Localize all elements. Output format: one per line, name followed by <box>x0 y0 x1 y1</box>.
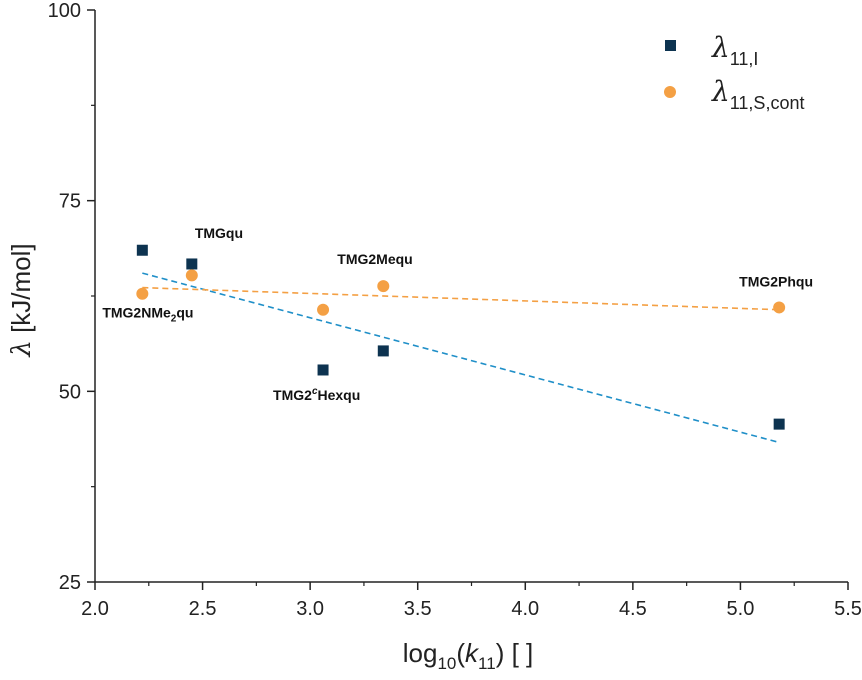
fit-lines <box>142 272 780 444</box>
point-label-text: TMG2NMe <box>102 305 171 321</box>
x-tick-label: 4.0 <box>511 598 539 620</box>
x-tick-label: 5.0 <box>727 598 755 620</box>
data-point-square <box>186 258 198 270</box>
y-tick-label: 100 <box>48 0 81 22</box>
y-tick-label: 25 <box>59 572 81 594</box>
x-axis-ticks: 2.0 2.5 3.0 3.5 4.0 4.5 5.0 5.5 <box>81 582 862 620</box>
data-point-circle <box>773 301 786 314</box>
data-point-circle <box>317 303 330 316</box>
y-tick-label: 50 <box>59 381 81 403</box>
fit-line-series-0 <box>142 272 780 444</box>
legend-symbol: λ <box>711 31 730 64</box>
point-label: TMG2Mequ <box>337 251 412 267</box>
point-label-text: TMGqu <box>195 225 243 241</box>
data-point-square <box>377 345 389 357</box>
point-label-text: TMG2 <box>273 387 312 403</box>
y-tick-label: 75 <box>59 191 81 213</box>
x-tick-label: 2.5 <box>189 598 217 620</box>
x-tick-label: 4.5 <box>619 598 647 620</box>
y-axis-title: λ [kJ/mol] <box>6 243 37 357</box>
data-markers <box>136 244 786 430</box>
point-label: TMG2Phqu <box>739 273 813 289</box>
legend-subscript: 11,I <box>730 49 759 69</box>
point-label: TMG2NMe2qu <box>102 305 193 325</box>
point-label-text: Hexqu <box>318 387 361 403</box>
data-point-circle <box>185 269 198 282</box>
legend-label-lambda-11-I: λ11,I <box>711 31 758 69</box>
point-label-subscript: 2 <box>171 314 177 325</box>
x-tick-label: 2.0 <box>81 598 109 620</box>
data-point-square <box>773 418 785 430</box>
x-tick-label: 3.0 <box>296 598 324 620</box>
point-label-text: TMG2Mequ <box>337 251 412 267</box>
point-annotations: TMGqu TMG2NMe2qu TMG2Mequ TMG2cHexqu TMG2Phq… <box>102 225 813 403</box>
x-axis-title: log10(k11) [ ] <box>403 638 534 673</box>
y-axis-ticks: 25 50 75 100 <box>48 0 95 594</box>
x-tick-label: 3.5 <box>404 598 432 620</box>
legend-subscript: 11,S,cont <box>730 93 805 113</box>
data-point-circle <box>377 280 390 293</box>
point-label: TMG2cHexqu <box>273 386 360 403</box>
data-point-circle <box>136 287 149 300</box>
legend-marker-lambda-11-S-cont <box>664 86 676 98</box>
point-label-superscript: c <box>312 386 318 397</box>
legend-symbol: λ <box>711 75 730 108</box>
legend: λ11,I λ11,S,cont <box>664 31 804 113</box>
data-point-square <box>317 364 329 376</box>
data-point-square <box>136 244 148 256</box>
x-tick-label: 5.5 <box>834 598 862 620</box>
legend-label-lambda-11-S-cont: λ11,S,cont <box>711 75 804 113</box>
point-label-text: TMG2Phqu <box>739 273 813 289</box>
point-label-text: qu <box>176 305 193 321</box>
legend-marker-lambda-11-I <box>665 40 676 51</box>
point-label: TMGqu <box>195 225 243 241</box>
fit-line-series-1 <box>142 286 780 311</box>
